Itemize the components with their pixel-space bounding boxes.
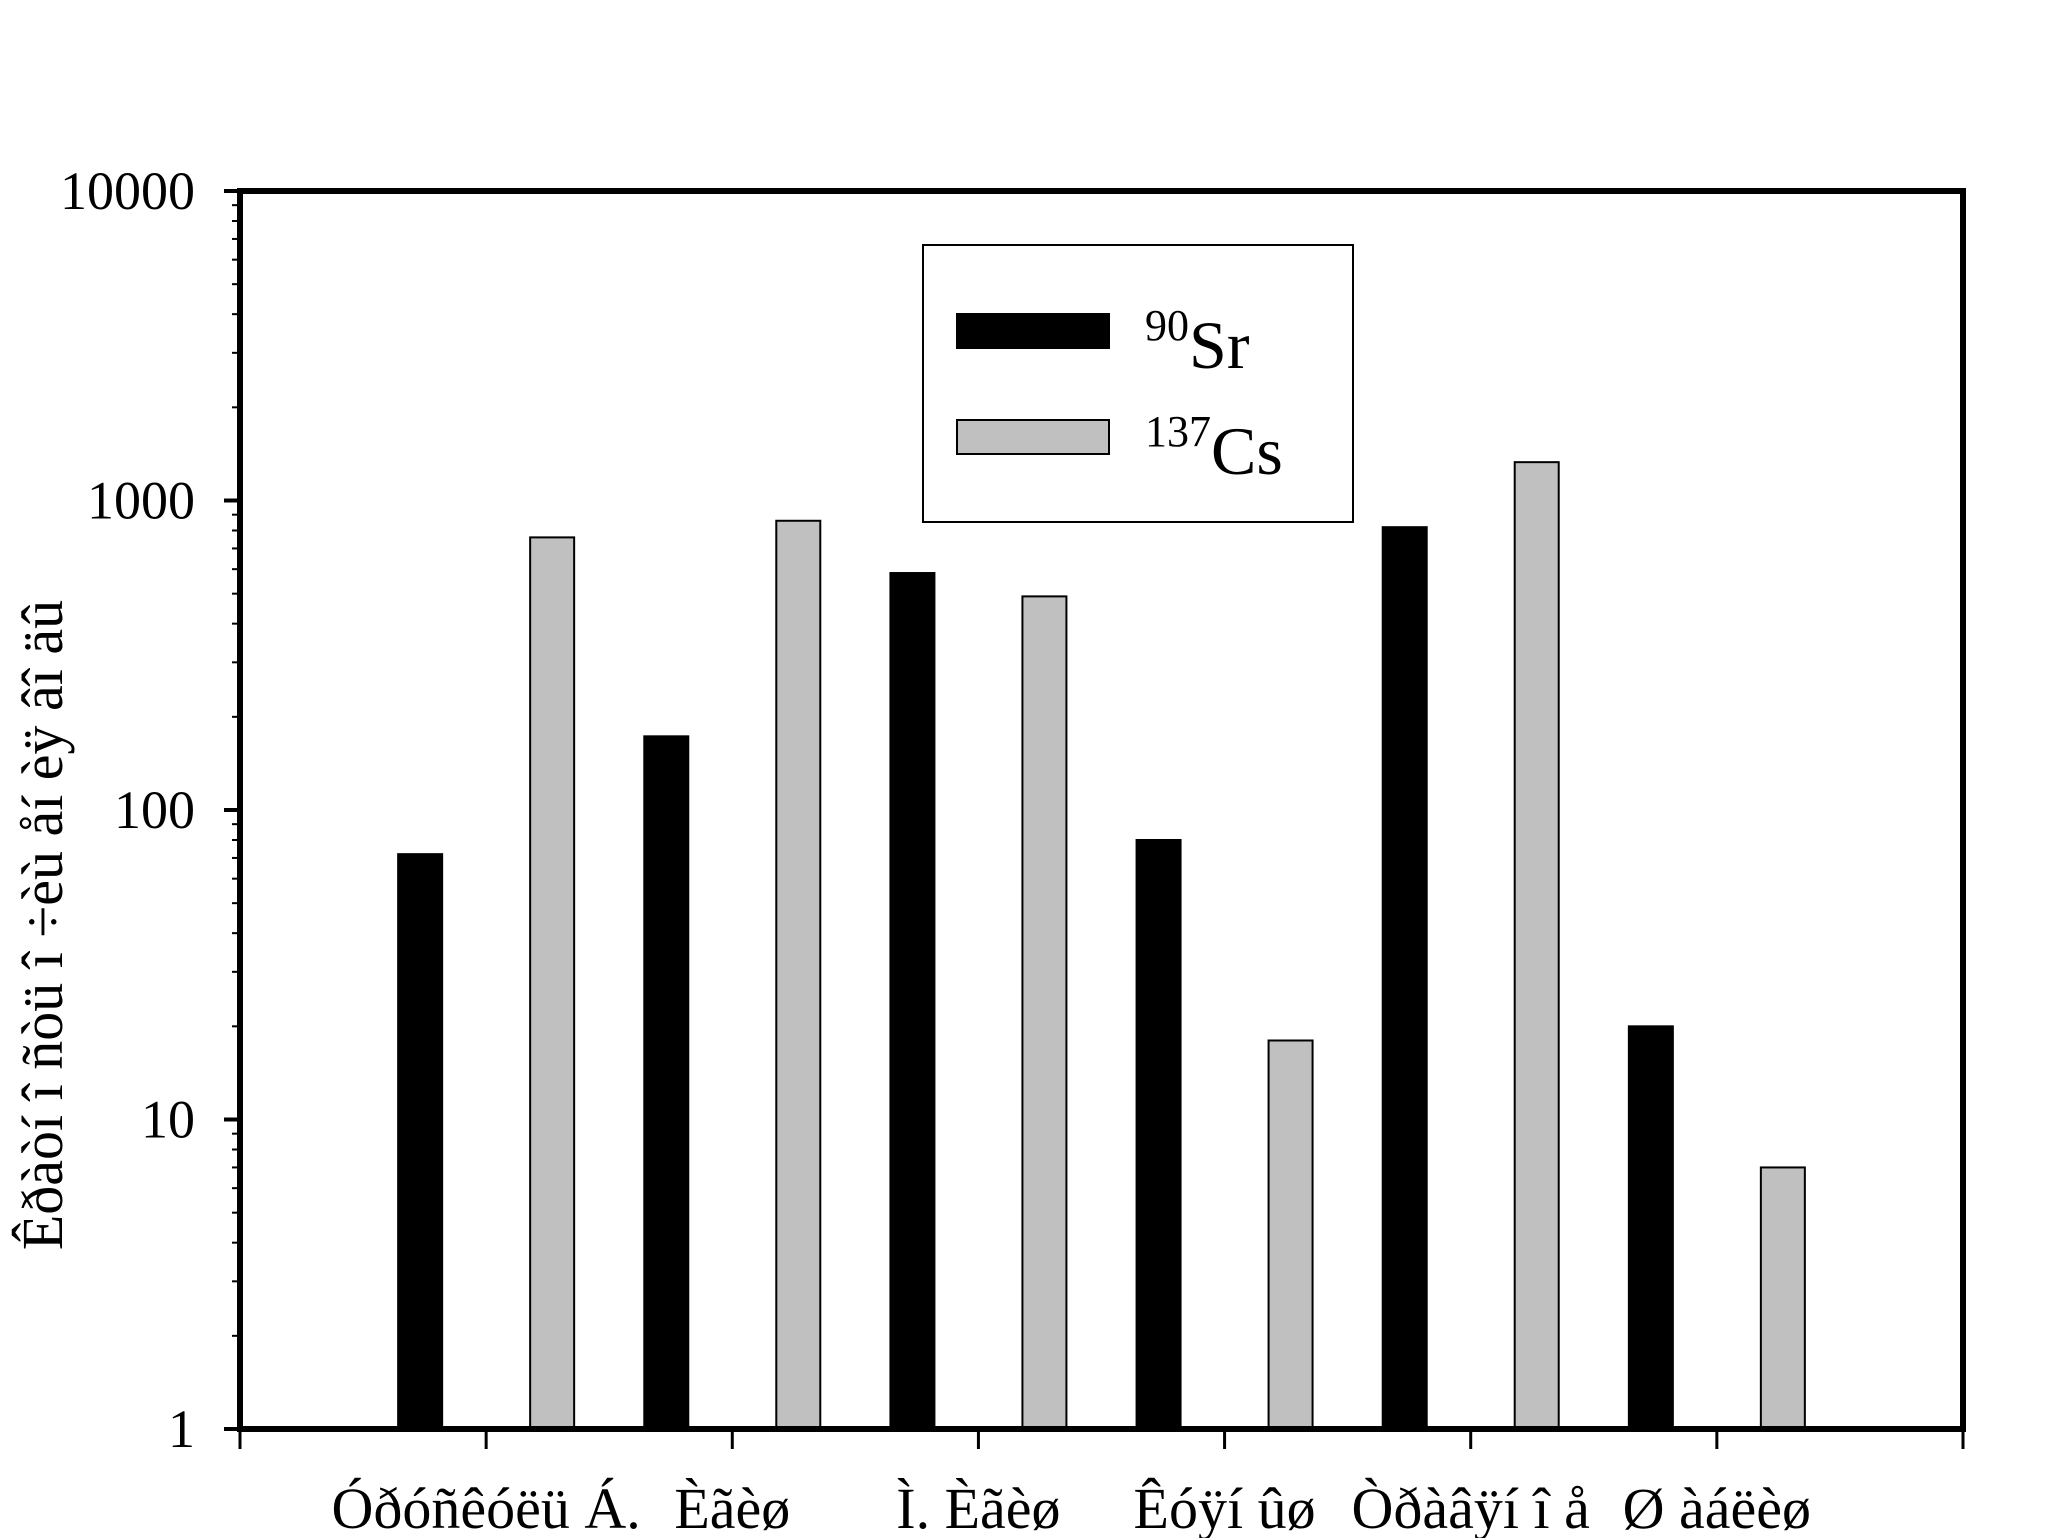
category-labels-group: Óðóñêóëü Á. Èãèø Ì. Èãèø Êóÿí ûø Òðàâÿí î å Ø…: [332, 1476, 1812, 1538]
bar-sr-5: [1627, 1025, 1674, 1430]
y-axis-label: Êðàòí î ñòü î ÷èù åí èÿ âî äû: [10, 600, 75, 1250]
legend-swatch-cs: [956, 419, 1110, 455]
bar-sr-1: [643, 735, 690, 1430]
category-label-3: Êóÿí ûø: [1134, 1476, 1316, 1538]
y-tick-label: 1000: [87, 471, 195, 531]
legend-sup-sr: 90: [1145, 301, 1189, 350]
y-tick-label: 10: [141, 1090, 195, 1150]
legend-sup-cs: 137: [1145, 407, 1211, 456]
bar-cs-1: [775, 519, 822, 1430]
category-label-4: Òðàâÿí î å: [1352, 1476, 1590, 1538]
bar-cs-2: [1021, 595, 1068, 1430]
bar-sr-2: [889, 572, 936, 1430]
legend-label-cs: 137Cs: [1145, 407, 1283, 489]
bar-sr-0: [397, 853, 444, 1430]
bar-cs-0: [529, 536, 576, 1430]
bar-sr-4: [1381, 526, 1428, 1430]
y-ticks-group: 1 10 100 1000 10000: [60, 161, 240, 1459]
category-label-1: Èãèø: [674, 1476, 790, 1538]
x-ticks-group: [238, 1429, 1965, 1449]
bar-cs-5: [1759, 1166, 1806, 1430]
y-tick-label: 1: [168, 1399, 195, 1459]
bars-group: [397, 461, 1806, 1430]
legend-swatch-sr: [956, 313, 1110, 349]
bar-cs-4: [1513, 461, 1560, 1430]
legend-symbol-cs: Cs: [1211, 413, 1283, 489]
category-label-0: Óðóñêóëü Á.: [332, 1476, 641, 1538]
category-label-2: Ì. Èãèø: [896, 1476, 1060, 1538]
category-label-5: Ø àáëèø: [1623, 1476, 1811, 1538]
bar-cs-3: [1267, 1039, 1314, 1430]
plot-frame: [237, 188, 1966, 1432]
legend-box: [922, 244, 1354, 523]
y-tick-label: 100: [114, 780, 195, 840]
legend-symbol-sr: Sr: [1189, 307, 1250, 383]
bar-sr-3: [1135, 838, 1182, 1430]
y-tick-label: 10000: [60, 161, 195, 221]
legend-label-sr: 90Sr: [1145, 301, 1250, 383]
legend: 90Sr 137Cs: [922, 244, 1354, 523]
